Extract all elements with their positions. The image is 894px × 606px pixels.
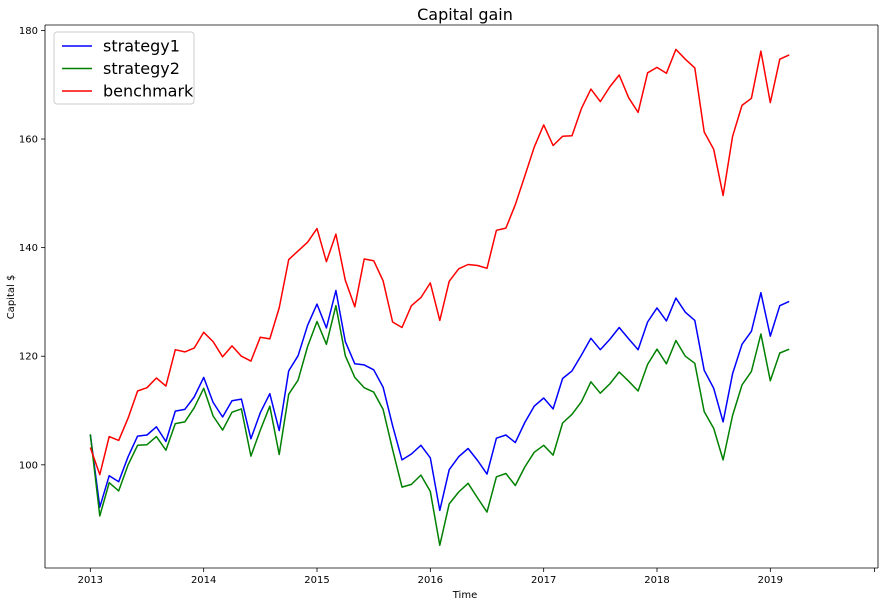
series-layer [89,48,790,546]
series-line-strategy2 [89,304,790,546]
axes-layer [44,24,879,569]
x-tick-label: 2015 [304,575,329,586]
x-tick-label: 2017 [531,575,556,586]
x-tick-label: 2019 [758,575,783,586]
x-axis-label: Time [452,590,477,601]
series-line-strategy1 [89,289,790,512]
x-tick-label: 2016 [418,575,443,586]
y-tick-label: 100 [19,460,38,471]
legend-label-strategy2: strategy2 [103,59,180,78]
series-line-benchmark [89,48,790,476]
legend-box [53,31,195,105]
y-tick-label: 160 [19,135,38,146]
y-tick-label: 120 [19,352,38,363]
legend: strategy1 strategy2 benchmark [53,31,195,105]
x-tick-label: 2018 [644,575,669,586]
legend-label-strategy1: strategy1 [103,37,180,56]
y-tick-label: 140 [19,243,38,254]
ticks-layer: 2013 2014 2015 2016 2017 2018 2019 100 120 140 160… [19,26,875,586]
x-tick-label: 2013 [78,575,103,586]
y-tick-label: 180 [19,26,38,37]
chart-title: Capital gain [417,5,513,24]
x-tick-label: 2014 [191,575,216,586]
y-axis-label: Capital $ [6,275,17,320]
legend-label-benchmark: benchmark [103,82,194,101]
